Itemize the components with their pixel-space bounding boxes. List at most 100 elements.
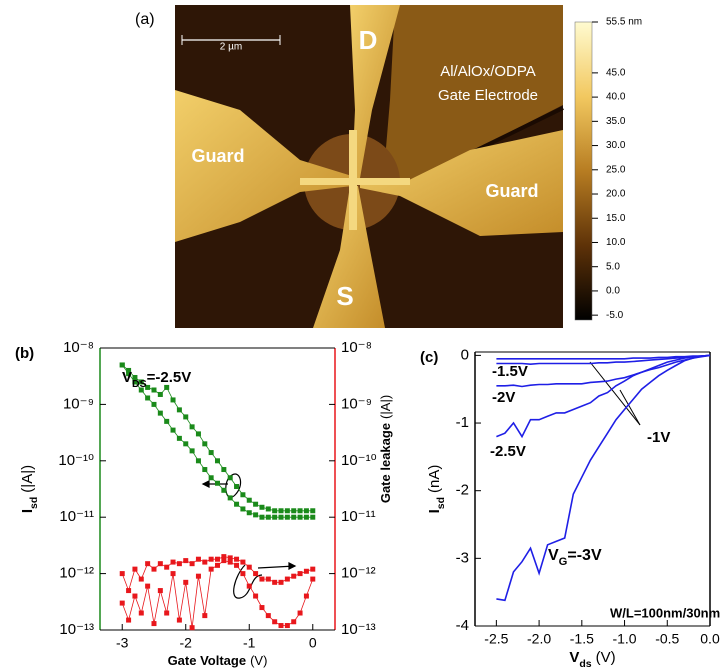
series-marker [190,424,195,429]
gate-label: Gate Electrode [438,87,538,104]
y-tick-label: 10⁻⁸ [63,339,94,356]
series-marker [221,467,226,472]
series-marker [158,411,163,416]
label-sub: sd [435,497,447,509]
series-marker [120,362,125,367]
series-marker [272,619,277,624]
y-tick-label: -2 [456,482,469,499]
y-tick-label: -4 [456,617,469,634]
colorbar-tick-label: 35.0 [606,116,626,127]
series-marker [164,565,169,570]
series-marker [298,508,303,513]
label-sub: DS [132,378,147,390]
annotation: -1.5V [492,363,528,380]
annotation: -2.5V [490,443,526,460]
series-marker [240,492,245,497]
y-tick-label: 10⁻¹³ [59,621,94,638]
series-marker [272,508,277,513]
series-marker [196,458,201,463]
series-marker [202,560,207,565]
series-marker [196,574,201,579]
panel-label: (a) [135,11,155,28]
series-marker [285,623,290,628]
series-marker [285,577,290,582]
series-marker [298,611,303,616]
series-marker [209,557,214,562]
series-marker [234,484,239,489]
series-marker [304,508,309,513]
series-marker [171,428,176,433]
page: {"panel_a": {"label": "(a)", "scale_bar"… [0,0,720,672]
series-marker [259,505,264,510]
series-line [496,355,710,600]
series-marker [253,502,258,507]
series-marker [234,557,239,562]
label-main: Gate Voltage [168,653,247,668]
series-marker [202,441,207,446]
guard-label: Guard [485,181,538,201]
x-axis-label: Vds(V) [569,649,615,670]
series-marker [183,580,188,585]
series-marker [228,495,233,500]
series-marker [221,558,226,563]
series-marker [240,560,245,565]
series-marker [190,625,195,630]
label-main: V [548,547,559,564]
label-sub: ds [579,658,591,670]
x-tick-label: 0 [309,635,317,651]
series-marker [215,563,220,568]
series-marker [259,515,264,520]
x-tick-label: -2.5 [484,631,508,647]
series-marker [132,594,137,599]
y2-tick-label: 10⁻¹¹ [341,508,376,525]
series-marker [209,450,214,455]
series-marker [202,613,207,618]
colorbar [575,22,592,320]
series-marker [291,508,296,513]
series-marker [183,441,188,446]
series-marker [202,467,207,472]
series-marker [164,611,169,616]
series-marker [158,588,163,593]
series-marker [310,577,315,582]
series-marker [247,584,252,589]
series-marker [272,580,277,585]
guard-label: Guard [191,146,244,166]
drain-label: D [359,25,378,55]
series-marker [266,577,271,582]
label-tail: =-2.5V [147,369,192,386]
label-tail: (nA) [426,465,443,493]
series-marker [183,414,188,419]
x-tick-label: -0.5 [655,631,679,647]
gate-label: VG=-3V [548,547,602,568]
x-tick-label: -2.0 [527,631,551,647]
series-marker [126,588,131,593]
series-marker [190,561,195,566]
colorbar-tick-label: 10.0 [606,237,626,248]
series-marker [151,402,156,407]
colorbar-tick-label: 40.0 [606,92,626,103]
series-marker [215,481,220,486]
series-marker [120,571,125,576]
x-tick-label: -2 [180,635,193,651]
y2-tick-label: 10⁻¹⁰ [341,452,377,469]
annotation: VDS=-2.5V [122,369,191,390]
series-marker [304,594,309,599]
leader-lines [590,362,640,425]
colorbar-tick-label: -5.0 [606,310,624,321]
series-marker [126,618,131,623]
series-marker [279,623,284,628]
y-axis-label: Isd(nA) [426,465,447,514]
series-marker [177,407,182,412]
y2-tick-label: 10⁻¹² [341,565,376,582]
series-marker [139,611,144,616]
series-marker [279,508,284,513]
label-tail: (V) [596,649,616,666]
series-marker [145,584,150,589]
colorbar-tick-label: 20.0 [606,189,626,200]
label-tail: (|A|) [19,465,36,493]
series-marker [196,557,201,562]
x-tick-label: -1.5 [570,631,594,647]
series-marker [240,506,245,511]
series-marker [285,508,290,513]
